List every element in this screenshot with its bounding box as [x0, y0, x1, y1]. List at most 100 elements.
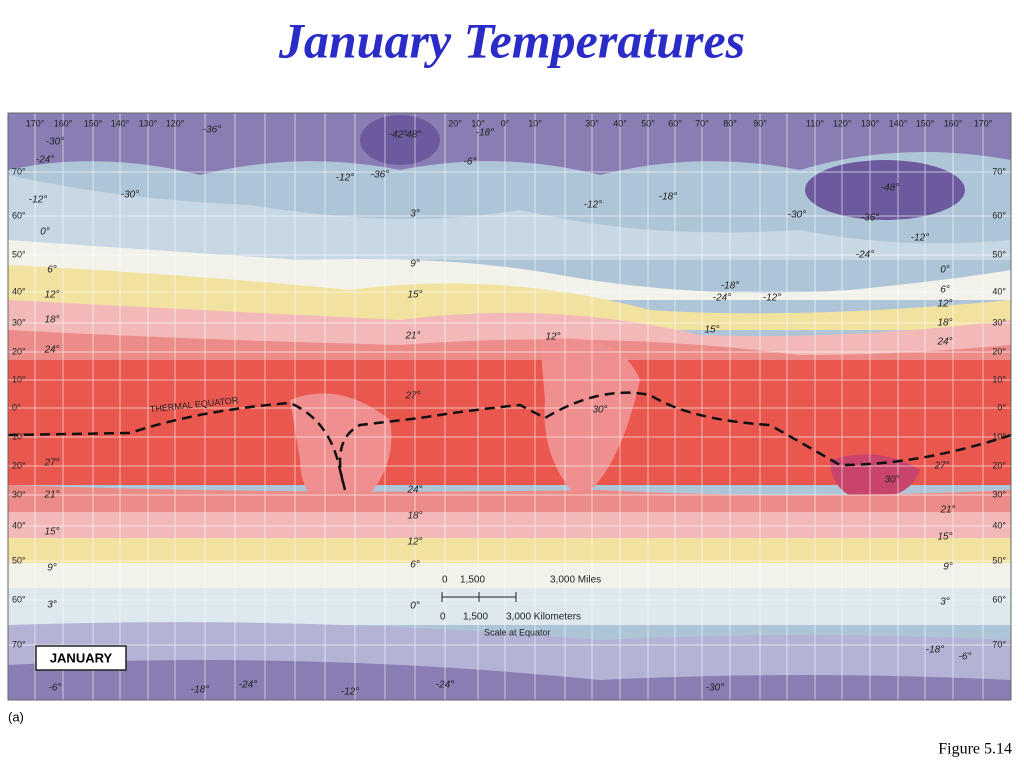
isotherm-label: -6° [959, 652, 972, 663]
isotherm-label: 27° [43, 458, 59, 469]
isotherm-label: 15° [937, 532, 952, 543]
latitude-label: 10° [992, 374, 1006, 384]
isotherm-label: -6° [49, 683, 62, 694]
isotherm-label: -36° [203, 125, 221, 136]
latitude-label: 70° [12, 166, 26, 176]
latitude-label: 10° [992, 431, 1006, 441]
isotherm-label: 6° [47, 265, 57, 276]
latitude-label: 50° [992, 249, 1006, 259]
scale-label: 1,500 [460, 575, 485, 586]
isotherm-label: 21° [939, 505, 955, 516]
isotherm-label: -24° [239, 680, 257, 691]
panel-label: (a) [8, 709, 24, 724]
isotherm-label: 9° [47, 563, 57, 574]
isotherm-label: -30° [706, 683, 724, 694]
scale-label: 0 [442, 575, 448, 586]
isotherm-label: 18° [937, 318, 952, 329]
temperature-bands [8, 113, 1011, 700]
longitude-label: 140° [111, 118, 130, 128]
isotherm-label: 9° [943, 562, 953, 573]
isotherm-label: -36° [861, 213, 879, 224]
longitude-label: 30° [585, 118, 599, 128]
isotherm-label: 12° [937, 299, 952, 310]
isotherm-label: 3° [940, 597, 950, 608]
isotherm-label: -12° [584, 200, 602, 211]
isotherm-label: 21° [404, 331, 420, 342]
latitude-label: 50° [12, 555, 26, 565]
longitude-label: 90° [753, 118, 767, 128]
isotherm-label: -36° [371, 170, 389, 181]
latitude-label: 20° [992, 346, 1006, 356]
isotherm-label: -12° [763, 293, 781, 304]
isotherm-label: -12° [336, 173, 354, 184]
isotherm-label: 21° [43, 490, 59, 501]
isotherm-label: 15° [407, 290, 422, 301]
longitude-label: 130° [861, 118, 880, 128]
figure-label: Figure 5.14 [938, 741, 1012, 758]
longitude-label: 140° [889, 118, 908, 128]
longitude-label: 170° [974, 118, 993, 128]
latitude-label: 20° [12, 460, 26, 470]
latitude-label: 10° [12, 374, 26, 384]
isotherm-label: -18° [476, 128, 494, 139]
isotherm-label: -30° [46, 137, 64, 148]
isotherm-label: -12° [29, 195, 47, 206]
isotherm-label: -18° [191, 685, 209, 696]
latitude-label: 60° [992, 210, 1006, 220]
isotherm-label: -48° [403, 130, 421, 141]
isotherm-label: -18° [926, 645, 944, 656]
latitude-label: 0° [12, 402, 21, 412]
isotherm-label: -24° [713, 293, 731, 304]
isotherm-label: 0° [40, 227, 50, 238]
longitude-label: 50° [641, 118, 655, 128]
longitude-label: 120° [166, 118, 185, 128]
map: JANUARY THERMAL EQUATOR 0 1,500 3,000 Mi… [7, 112, 1012, 701]
latitude-label: 40° [12, 520, 26, 530]
title: January Temperatures [278, 12, 745, 68]
isotherm-label: 12° [407, 537, 422, 548]
isotherm-label: 9° [410, 259, 420, 270]
longitude-label: 0° [501, 118, 510, 128]
longitude-label: 170° [26, 118, 45, 128]
latitude-label: 60° [992, 594, 1006, 604]
latitude-label: 50° [12, 249, 26, 259]
isotherm-label: -48° [881, 183, 899, 194]
isotherm-label: -18° [659, 192, 677, 203]
latitude-label: 70° [992, 639, 1006, 649]
scale-label: 3,000 Miles [550, 575, 601, 586]
longitude-label: 10° [528, 118, 542, 128]
scale-note: Scale at Equator [484, 627, 551, 637]
isotherm-label: 15° [44, 527, 59, 538]
isotherm-label: 3° [47, 600, 57, 611]
isotherm-label: -12° [341, 687, 359, 698]
isotherm-label: -6° [464, 157, 477, 168]
latitude-label: 40° [12, 286, 26, 296]
latitude-label: 70° [12, 639, 26, 649]
scale-label: 3,000 Kilometers [506, 612, 581, 623]
isotherm-label: 18° [44, 315, 59, 326]
isotherm-label: 0° [940, 265, 950, 276]
longitude-label: 60° [668, 118, 682, 128]
isotherm-label: 0° [410, 601, 420, 612]
longitude-label: 80° [723, 118, 737, 128]
isotherm-label: 3° [410, 209, 420, 220]
longitude-label: 70° [695, 118, 709, 128]
isotherm-label: 27° [404, 391, 420, 402]
longitude-label: 160° [944, 118, 963, 128]
isotherm-label: 6° [410, 560, 420, 571]
latitude-label: 30° [992, 489, 1006, 499]
latitude-label: 0° [997, 402, 1006, 412]
longitude-label: 150° [916, 118, 935, 128]
longitude-label: 160° [54, 118, 73, 128]
scale-bar: 0 1,500 3,000 Miles 0 1,500 3,000 Kilome… [440, 575, 601, 638]
isotherm-label: 18° [407, 511, 422, 522]
latitude-label: 30° [12, 317, 26, 327]
isotherm-label: 24° [43, 345, 59, 356]
latitude-label: 20° [992, 460, 1006, 470]
isotherm-label: 24° [406, 485, 422, 496]
isotherm-label: 24° [936, 337, 952, 348]
longitude-label: 10° [471, 118, 485, 128]
latitude-label: 10° [12, 431, 26, 441]
isotherm-label: 30° [884, 475, 899, 486]
